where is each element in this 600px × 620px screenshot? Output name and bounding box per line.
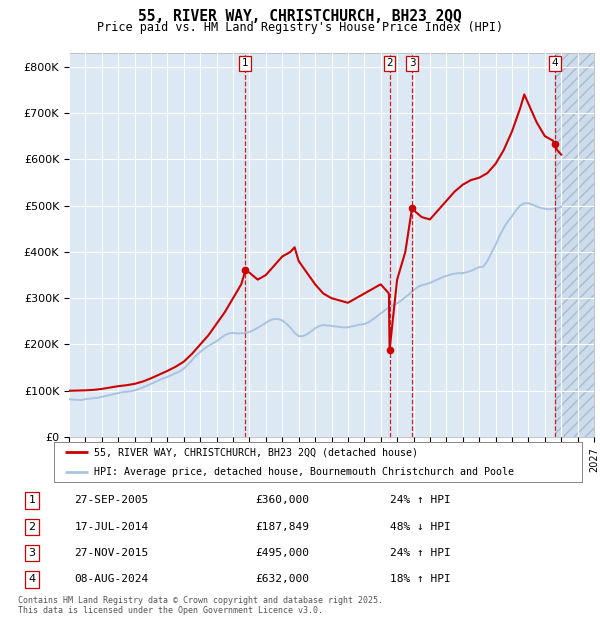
Text: 1: 1 (29, 495, 35, 505)
Text: 2: 2 (29, 522, 35, 532)
Text: 1: 1 (242, 58, 248, 68)
Text: 17-JUL-2014: 17-JUL-2014 (74, 522, 149, 532)
Text: 55, RIVER WAY, CHRISTCHURCH, BH23 2QQ: 55, RIVER WAY, CHRISTCHURCH, BH23 2QQ (138, 9, 462, 24)
Text: £632,000: £632,000 (255, 575, 309, 585)
Text: 4: 4 (29, 575, 35, 585)
Text: 4: 4 (551, 58, 558, 68)
Bar (554, 53, 594, 437)
Text: This data is licensed under the Open Government Licence v3.0.: This data is licensed under the Open Gov… (18, 606, 323, 616)
Text: 55, RIVER WAY, CHRISTCHURCH, BH23 2QQ (detached house): 55, RIVER WAY, CHRISTCHURCH, BH23 2QQ (d… (94, 447, 418, 457)
Text: £360,000: £360,000 (255, 495, 309, 505)
Text: 24% ↑ HPI: 24% ↑ HPI (390, 548, 451, 558)
Text: 3: 3 (29, 548, 35, 558)
Text: 27-NOV-2015: 27-NOV-2015 (74, 548, 149, 558)
Text: £495,000: £495,000 (255, 548, 309, 558)
Text: £187,849: £187,849 (255, 522, 309, 532)
Text: 08-AUG-2024: 08-AUG-2024 (74, 575, 149, 585)
Text: Contains HM Land Registry data © Crown copyright and database right 2025.: Contains HM Land Registry data © Crown c… (18, 596, 383, 606)
Text: Price paid vs. HM Land Registry's House Price Index (HPI): Price paid vs. HM Land Registry's House … (97, 21, 503, 34)
Text: 27-SEP-2005: 27-SEP-2005 (74, 495, 149, 505)
Text: 2: 2 (386, 58, 393, 68)
Text: 3: 3 (409, 58, 415, 68)
Text: 24% ↑ HPI: 24% ↑ HPI (390, 495, 451, 505)
Text: HPI: Average price, detached house, Bournemouth Christchurch and Poole: HPI: Average price, detached house, Bour… (94, 467, 514, 477)
Text: 48% ↓ HPI: 48% ↓ HPI (390, 522, 451, 532)
Text: 18% ↑ HPI: 18% ↑ HPI (390, 575, 451, 585)
Bar (554, 53, 594, 437)
